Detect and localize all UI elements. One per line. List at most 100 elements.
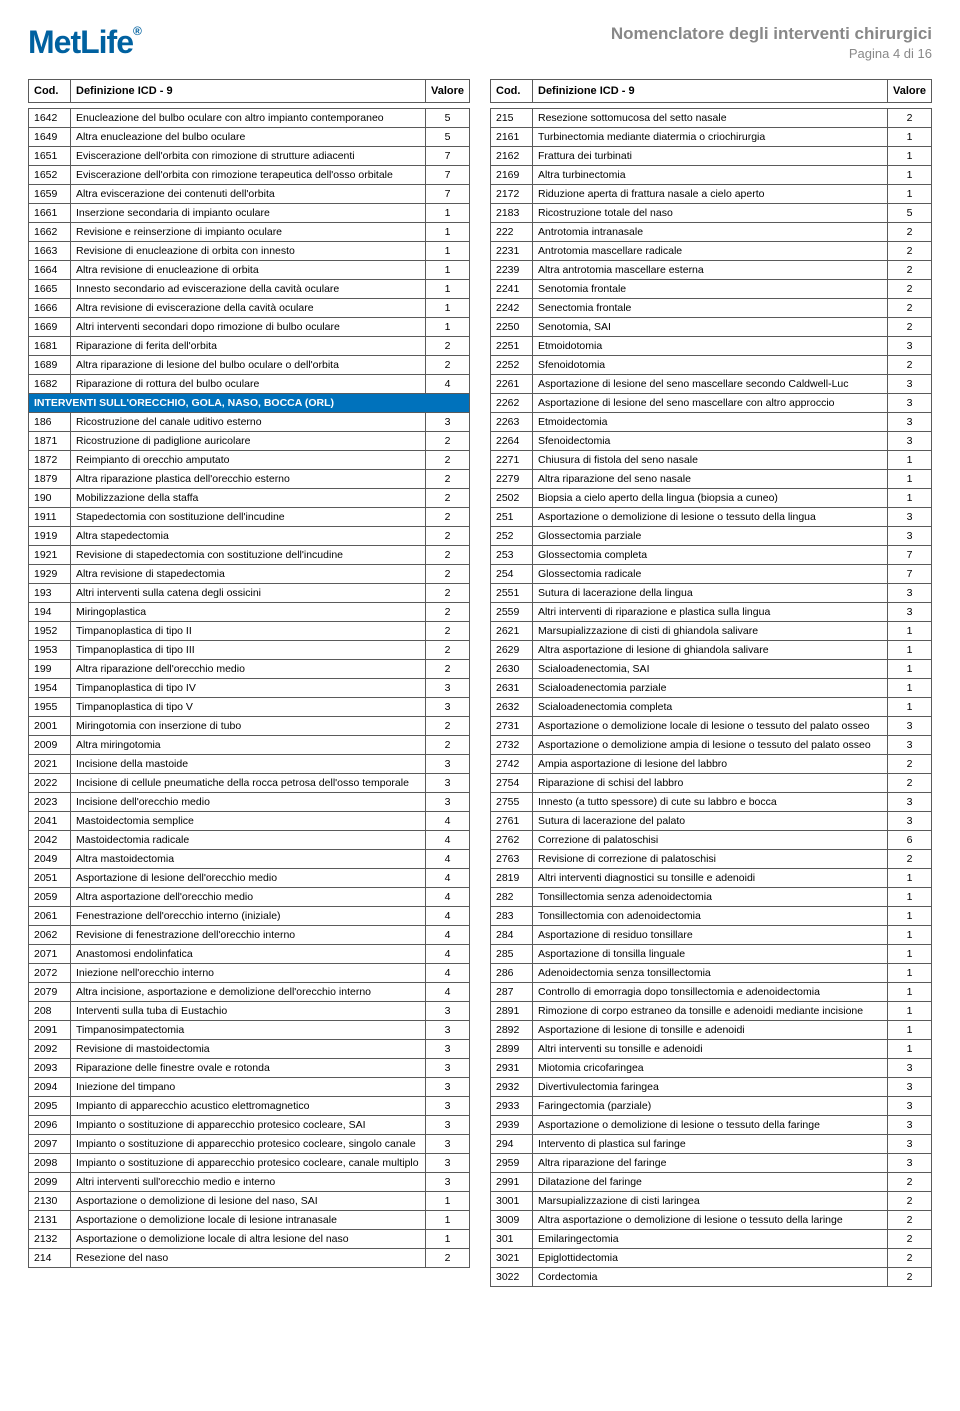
cell-def: Scialoadenectomia, SAI: [533, 660, 888, 679]
cell-cod: 2097: [29, 1135, 71, 1154]
cell-cod: 2761: [491, 812, 533, 831]
table-row: 2899Altri interventi su tonsille e adeno…: [491, 1040, 932, 1059]
cell-val: 4: [425, 945, 469, 964]
table-row: 2742Ampia asportazione di lesione del la…: [491, 755, 932, 774]
right-column: Cod. Definizione ICD - 9 Valore 215Resez…: [490, 79, 932, 1287]
table-row: 2731Asportazione o demolizione locale di…: [491, 717, 932, 736]
brand-name: MetLife: [28, 24, 133, 60]
table-row: 186Ricostruzione del canale uditivo este…: [29, 413, 470, 432]
table-row: 2262Asportazione di lesione del seno mas…: [491, 394, 932, 413]
cell-val: 2: [887, 1173, 931, 1192]
cell-cod: 193: [29, 584, 71, 603]
table-header-row: Cod. Definizione ICD - 9 Valore: [491, 80, 932, 103]
cell-val: 3: [425, 698, 469, 717]
table-row: 252Glossectomia parziale3: [491, 527, 932, 546]
cell-cod: 285: [491, 945, 533, 964]
table-row: 2502Biopsia a cielo aperto della lingua …: [491, 489, 932, 508]
table-row: 3022Cordectomia2: [491, 1268, 932, 1287]
cell-val: 2: [425, 337, 469, 356]
brand-logo: MetLife®: [28, 24, 141, 61]
table-row: 2991Dilatazione del faringe2: [491, 1173, 932, 1192]
cell-def: Tonsillectomia senza adenoidectomia: [533, 888, 888, 907]
cell-cod: 1879: [29, 470, 71, 489]
table-row: 286Adenoidectomia senza tonsillectomia1: [491, 964, 932, 983]
left-table: Cod. Definizione ICD - 9 Valore 1642Enuc…: [28, 79, 470, 1268]
cell-val: 1: [887, 470, 931, 489]
cell-def: Altra miringotomia: [71, 736, 426, 755]
cell-def: Timpanoplastica di tipo III: [71, 641, 426, 660]
cell-def: Incisione dell'orecchio medio: [71, 793, 426, 812]
cell-val: 1: [887, 660, 931, 679]
cell-def: Glossectomia completa: [533, 546, 888, 565]
cell-val: 2: [425, 470, 469, 489]
table-row: 2094Iniezione del timpano3: [29, 1078, 470, 1097]
cell-val: 6: [887, 831, 931, 850]
cell-cod: 1651: [29, 147, 71, 166]
cell-cod: 1659: [29, 185, 71, 204]
cell-def: Timpanoplastica di tipo IV: [71, 679, 426, 698]
cell-def: Iniezione del timpano: [71, 1078, 426, 1097]
cell-val: 2: [425, 641, 469, 660]
table-row: 2001Miringotomia con inserzione di tubo2: [29, 717, 470, 736]
table-row: 2261Asportazione di lesione del seno mas…: [491, 375, 932, 394]
cell-val: 2: [887, 1192, 931, 1211]
cell-def: Asportazione di tonsilla linguale: [533, 945, 888, 964]
table-row: 1879Altra riparazione plastica dell'orec…: [29, 470, 470, 489]
table-row: 2819Altri interventi diagnostici su tons…: [491, 869, 932, 888]
cell-cod: 1665: [29, 280, 71, 299]
cell-val: 1: [425, 1230, 469, 1249]
cell-cod: 1682: [29, 375, 71, 394]
cell-cod: 2161: [491, 128, 533, 147]
cell-def: Glossectomia radicale: [533, 565, 888, 584]
cell-val: 2: [425, 1249, 469, 1268]
cell-val: 2: [425, 622, 469, 641]
cell-cod: 2261: [491, 375, 533, 394]
cell-def: Altra riparazione di lesione del bulbo o…: [71, 356, 426, 375]
cell-val: 3: [425, 1097, 469, 1116]
cell-val: 3: [425, 1154, 469, 1173]
cell-cod: 2183: [491, 204, 533, 223]
table-row: 2009Altra miringotomia2: [29, 736, 470, 755]
table-row: 2241Senotomia frontale2: [491, 280, 932, 299]
cell-val: 3: [887, 717, 931, 736]
cell-cod: 1689: [29, 356, 71, 375]
cell-cod: 1669: [29, 318, 71, 337]
table-row: 1661Inserzione secondaria di impianto oc…: [29, 204, 470, 223]
cell-val: 7: [887, 546, 931, 565]
document-title-block: Nomenclatore degli interventi chirurgici…: [611, 24, 932, 61]
table-row: 2099Altri interventi sull'orecchio medio…: [29, 1173, 470, 1192]
cell-def: Interventi sulla tuba di Eustachio: [71, 1002, 426, 1021]
table-row: 2932Divertivulectomia faringea3: [491, 1078, 932, 1097]
table-row: 2162Frattura dei turbinati1: [491, 147, 932, 166]
col-header-cod: Cod.: [491, 80, 533, 103]
table-row: 282Tonsillectomia senza adenoidectomia1: [491, 888, 932, 907]
cell-cod: 2754: [491, 774, 533, 793]
cell-cod: 2250: [491, 318, 533, 337]
cell-val: 1: [425, 1192, 469, 1211]
cell-cod: 253: [491, 546, 533, 565]
cell-val: 1: [425, 280, 469, 299]
cell-def: Riparazione di ferita dell'orbita: [71, 337, 426, 356]
cell-cod: 2991: [491, 1173, 533, 1192]
cell-val: 1: [425, 318, 469, 337]
cell-cod: 2023: [29, 793, 71, 812]
cell-def: Marsupializzazione di cisti di ghiandola…: [533, 622, 888, 641]
table-row: 2098Impianto o sostituzione di apparecch…: [29, 1154, 470, 1173]
cell-def: Innesto secondario ad eviscerazione dell…: [71, 280, 426, 299]
cell-val: 2: [887, 774, 931, 793]
cell-val: 3: [425, 755, 469, 774]
cell-def: Scialoadenectomia completa: [533, 698, 888, 717]
cell-cod: 1871: [29, 432, 71, 451]
table-row: 2130Asportazione o demolizione di lesion…: [29, 1192, 470, 1211]
cell-def: Sutura di lacerazione della lingua: [533, 584, 888, 603]
cell-val: 2: [425, 527, 469, 546]
cell-def: Ampia asportazione di lesione del labbro: [533, 755, 888, 774]
cell-def: Asportazione di lesione del seno mascell…: [533, 394, 888, 413]
cell-val: 4: [425, 375, 469, 394]
table-row: 2279Altra riparazione del seno nasale1: [491, 470, 932, 489]
cell-cod: 2551: [491, 584, 533, 603]
cell-val: 4: [425, 812, 469, 831]
cell-def: Altra eviscerazione dei contenuti dell'o…: [71, 185, 426, 204]
table-row: 2271Chiusura di fistola del seno nasale1: [491, 451, 932, 470]
cell-def: Altra antrotomia mascellare esterna: [533, 261, 888, 280]
